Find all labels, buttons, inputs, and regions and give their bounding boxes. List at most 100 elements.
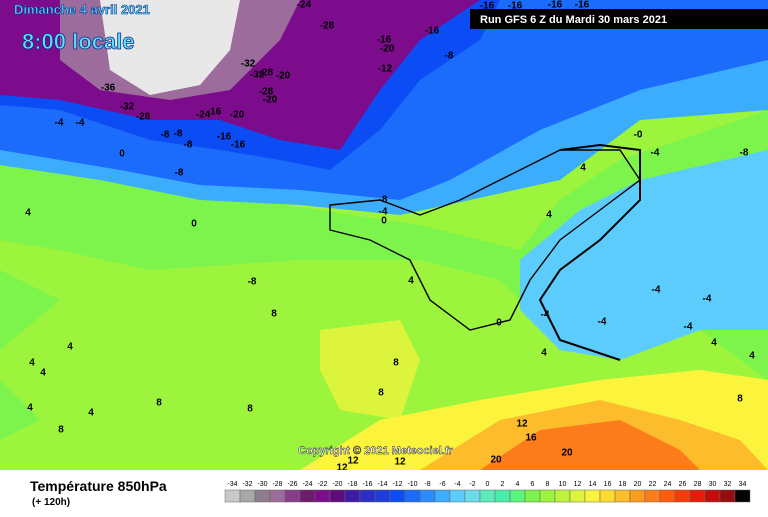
scale-swatch	[539, 489, 556, 503]
scale-swatch	[734, 489, 751, 503]
scale-swatch	[614, 489, 631, 503]
contour-label: -16	[508, 1, 523, 12]
scale-swatch	[419, 489, 436, 503]
contour-label: -4	[76, 118, 85, 129]
contour-label: -36	[101, 83, 116, 94]
contour-label: -16	[217, 132, 232, 143]
contour-label: 8	[247, 404, 253, 415]
scale-swatch	[719, 489, 736, 503]
contour-label: 0	[496, 318, 502, 329]
scale-label: 28	[694, 481, 702, 488]
scale-label: 4	[516, 481, 520, 488]
contour-label: 4	[88, 408, 94, 419]
contour-label: -16	[425, 26, 440, 37]
contour-label: -20	[380, 44, 395, 55]
scale-label: -18	[347, 481, 357, 488]
contour-label: 20	[490, 455, 502, 466]
scale-swatch	[359, 489, 376, 503]
run-box	[470, 9, 768, 29]
scale-swatch	[224, 489, 241, 503]
scale-swatch	[434, 489, 451, 503]
scale-label: 22	[649, 481, 657, 488]
scale-label: 20	[634, 481, 642, 488]
scale-swatch	[344, 489, 361, 503]
scale-label: -2	[469, 481, 475, 488]
scale-label: 14	[589, 481, 597, 488]
scale-label: 24	[664, 481, 672, 488]
contour-label: -8	[379, 195, 388, 206]
contour-zero	[538, 143, 641, 361]
scale-swatch	[509, 489, 526, 503]
scale-swatch	[494, 489, 511, 503]
contour-label: -28	[320, 21, 335, 32]
contour-labels: -8-16-16-20-12-16 -16 -16 -16-28-24-32-32-2…	[25, 0, 755, 474]
contour-label: 4	[711, 338, 717, 349]
color-scale: -34 -32 -30 -28 -26 -24 -22 -20 -18 -16 -14 -12 -10-…	[224, 481, 751, 503]
contour-label: 12	[347, 456, 359, 467]
scale-swatch	[449, 489, 466, 503]
contour-label: -4	[541, 310, 550, 321]
scale-label: 34	[739, 481, 747, 488]
region	[100, 0, 240, 95]
scale-swatch	[284, 489, 301, 503]
scale-swatch	[569, 489, 586, 503]
contour-label: -4	[684, 322, 693, 333]
scale-label: -32	[242, 481, 252, 488]
contour-label: -32	[241, 59, 256, 70]
scale-label: -30	[257, 481, 267, 488]
contour-label: -16	[231, 140, 246, 151]
scale-label: -4	[454, 481, 460, 488]
scale-label: -14	[377, 481, 387, 488]
scale-swatch	[479, 489, 496, 503]
scale-label: 18	[619, 481, 627, 488]
scale-label: -28	[272, 481, 282, 488]
scale-swatch	[599, 489, 616, 503]
scale-swatch	[254, 489, 271, 503]
contour-label: 12	[516, 419, 528, 430]
scale-label: 32	[724, 481, 732, 488]
contour-label: -12	[378, 64, 393, 75]
scale-swatch	[644, 489, 661, 503]
contour-label: -16	[480, 1, 495, 12]
contour-label: 4	[29, 358, 35, 369]
contour-label: -4	[55, 118, 64, 129]
scale-swatch	[464, 489, 481, 503]
contour-label: -8	[175, 168, 184, 179]
scale-label: 10	[559, 481, 567, 488]
scale-swatch	[524, 489, 541, 503]
contour-label: -28	[259, 68, 274, 79]
contour-label: -4	[651, 148, 660, 159]
contour-label: 20	[561, 448, 573, 459]
region	[480, 420, 700, 470]
scale-label: 8	[546, 481, 550, 488]
contour-label: 4	[580, 163, 586, 174]
scale-label: -26	[287, 481, 297, 488]
contour-label: 8	[378, 388, 384, 399]
region	[320, 320, 420, 420]
contour-label: -16	[548, 0, 563, 11]
contour-label: -16	[575, 0, 590, 11]
contour-label: -4	[598, 317, 607, 328]
scale-swatch	[299, 489, 316, 503]
scale-label: 16	[604, 481, 612, 488]
contour-label: -20	[263, 95, 278, 106]
scale-swatch	[239, 489, 256, 503]
contour-label: 16	[525, 433, 537, 444]
contour-label: -16	[207, 107, 222, 118]
contour-label: -0	[634, 130, 643, 141]
scale-swatch	[629, 489, 646, 503]
contour-label: 4	[27, 403, 33, 414]
scale-label: 30	[709, 481, 717, 488]
contour-label: 4	[40, 368, 46, 379]
scale-swatch	[689, 489, 706, 503]
contour-label: -8	[248, 277, 257, 288]
contour-label: 4	[25, 208, 31, 219]
contour-label: 12	[394, 457, 406, 468]
scale-label: -20	[332, 481, 342, 488]
contour-label: -32	[250, 70, 265, 81]
scale-swatch	[704, 489, 721, 503]
scale-label: -16	[362, 481, 372, 488]
scale-swatch	[389, 489, 406, 503]
contour-label: -8	[174, 129, 183, 140]
